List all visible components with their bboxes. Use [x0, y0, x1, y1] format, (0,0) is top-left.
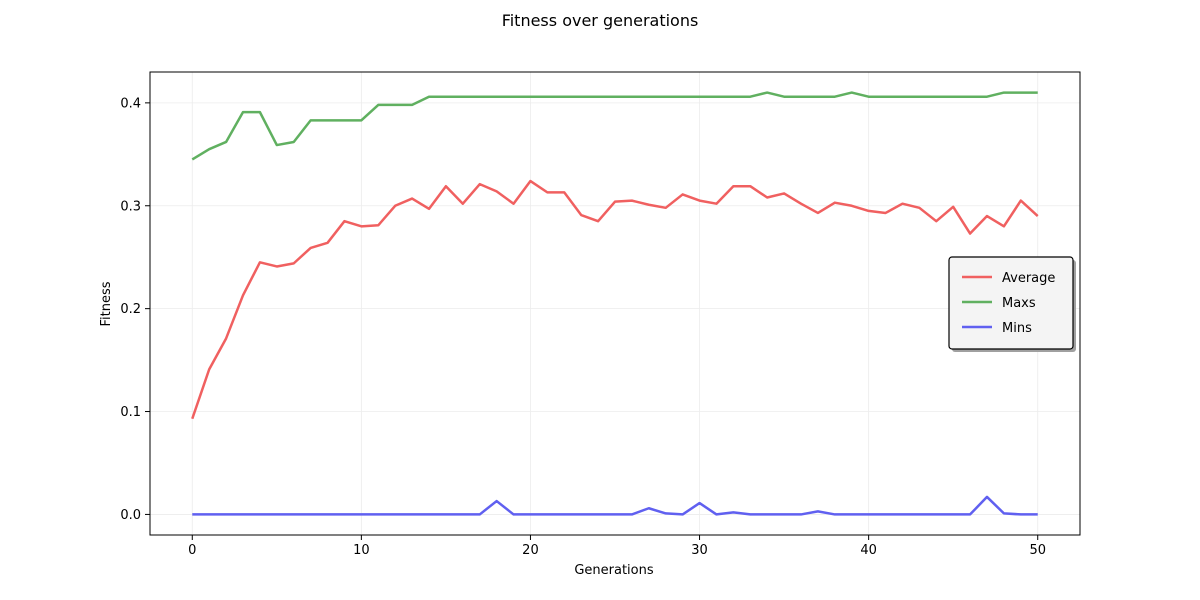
legend-label-average: Average [1002, 271, 1055, 286]
legend-label-maxs: Maxs [1002, 296, 1036, 311]
series-line-mins [192, 495, 1038, 516]
y-tick-label: 0.0 [120, 508, 141, 523]
y-tick-label: 0.3 [120, 199, 141, 214]
y-tick-label: 0.2 [120, 302, 141, 317]
x-tick-label: 30 [691, 543, 708, 558]
plot-area: 0 10 20 30 40 50 0.0 0.1 0.2 0.3 0.4 Average Maxs Min… [120, 71, 1081, 558]
x-tick-label: 50 [1029, 543, 1046, 558]
series-line-average [191, 179, 1039, 420]
legend: Average Maxs Mins [948, 256, 1076, 352]
x-tick-label: 40 [860, 543, 877, 558]
series-line-maxs [191, 91, 1038, 161]
y-tick-label: 0.1 [120, 405, 141, 420]
y-axis-label: Fitness [99, 281, 114, 326]
x-axis-label: Generations [574, 563, 654, 578]
plot-frame [149, 71, 1081, 536]
legend-label-mins: Mins [1002, 321, 1032, 336]
y-tick-label: 0.4 [120, 96, 141, 111]
chart-title: Fitness over generations [502, 11, 699, 30]
x-tick-label: 20 [522, 543, 539, 558]
x-tick-label: 0 [188, 543, 196, 558]
x-tick-label: 10 [353, 543, 370, 558]
